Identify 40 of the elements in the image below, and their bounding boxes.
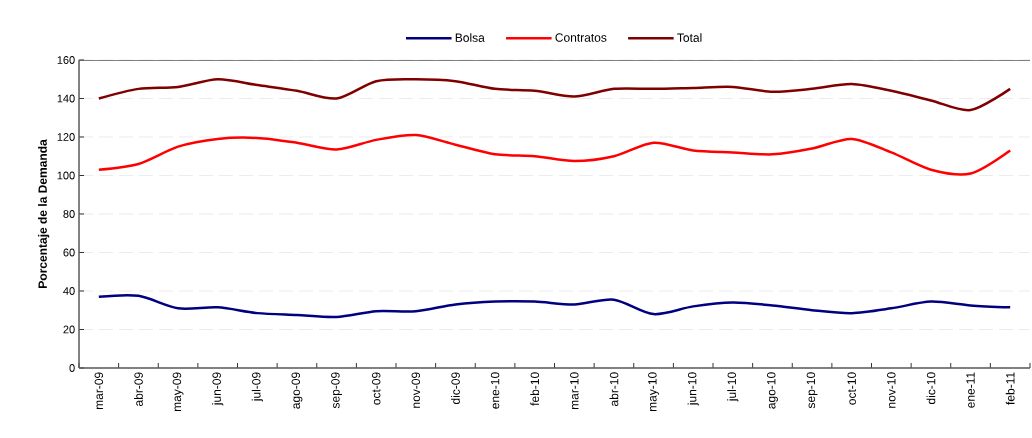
x-tick-label: jul-09 <box>251 372 263 402</box>
x-tick-label: mar-10 <box>570 372 579 410</box>
x-tick-label: jul-10 <box>727 372 739 402</box>
x-tick-label: ene-11 <box>966 372 975 408</box>
legend-label: Total <box>677 33 702 42</box>
x-tick-label: abr-10 <box>609 372 619 407</box>
y-tick-label: 160 <box>57 56 75 64</box>
x-tick-label: ago-09 <box>291 372 303 409</box>
x-tick-label: feb-11 <box>1005 372 1015 405</box>
legend-label: Contratos <box>555 33 607 42</box>
y-tick-label: 80 <box>63 210 75 218</box>
x-tick-label: sep-10 <box>806 372 818 409</box>
x-tick-label: mar-09 <box>94 372 104 410</box>
y-tick-label: 100 <box>57 171 75 180</box>
x-tick-label: dic-10 <box>926 372 936 405</box>
x-tick-label: ago-10 <box>767 372 778 409</box>
y-axis-title: Porcentaje de la Demanda <box>38 139 50 288</box>
x-tick-label: abr-09 <box>134 372 143 407</box>
x-tick-label: oct-09 <box>371 372 381 405</box>
y-tick-label: 0 <box>69 364 75 372</box>
x-tick-label: nov-09 <box>411 372 421 408</box>
x-tick-label: nov-10 <box>887 372 896 408</box>
x-tick-label: oct-10 <box>847 372 856 405</box>
line-series <box>97 133 1012 176</box>
x-tick-label: jun-09 <box>212 372 224 406</box>
y-tick-label: 120 <box>57 133 75 141</box>
y-tick-label: 20 <box>63 325 75 334</box>
x-tick-label: feb-10 <box>530 372 540 406</box>
y-tick-label: 60 <box>63 248 75 257</box>
x-tick-label: may-09 <box>172 372 184 412</box>
line-series <box>97 294 1012 319</box>
x-tick-label: ene-10 <box>490 372 500 409</box>
x-tick-label: dic-09 <box>451 372 460 405</box>
y-tick-label: 140 <box>57 94 75 103</box>
x-tick-label: sep-09 <box>331 372 343 409</box>
x-tick-label: may-10 <box>648 372 660 412</box>
legend-label: Bolsa <box>455 33 485 42</box>
x-tick-label: jun-10 <box>687 372 699 406</box>
line-series <box>97 77 1012 112</box>
y-tick-label: 40 <box>63 287 75 295</box>
